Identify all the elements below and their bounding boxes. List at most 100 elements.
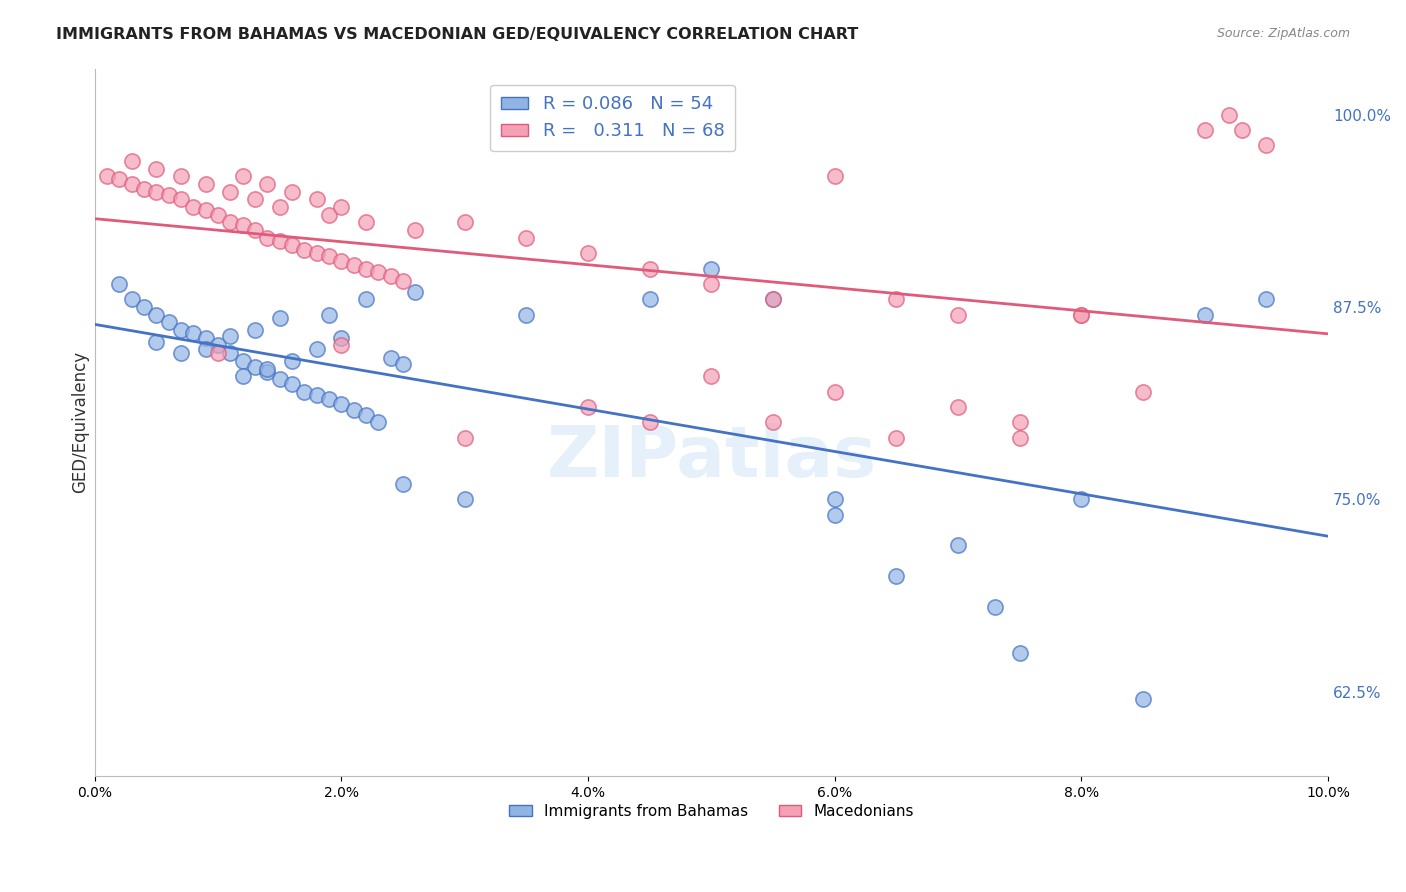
Point — [1230, 123, 1253, 137]
Point — [219, 329, 242, 343]
Point — [281, 353, 304, 368]
Point — [232, 169, 254, 184]
Point — [243, 192, 266, 206]
Point — [886, 293, 908, 307]
Point — [305, 387, 328, 401]
Point — [256, 177, 278, 191]
Point — [354, 408, 377, 422]
Point — [1194, 308, 1216, 322]
Point — [576, 400, 599, 414]
Point — [269, 200, 291, 214]
Point — [380, 351, 402, 365]
Point — [183, 200, 205, 214]
Point — [170, 169, 193, 184]
Point — [256, 231, 278, 245]
Point — [96, 169, 118, 184]
Point — [145, 308, 167, 322]
Point — [946, 400, 969, 414]
Point — [207, 338, 229, 352]
Point — [281, 238, 304, 252]
Point — [121, 293, 143, 307]
Point — [454, 431, 477, 445]
Legend: Immigrants from Bahamas, Macedonians: Immigrants from Bahamas, Macedonians — [502, 798, 921, 825]
Point — [700, 277, 723, 291]
Point — [194, 331, 217, 345]
Point — [232, 369, 254, 384]
Point — [134, 181, 156, 195]
Point — [318, 208, 340, 222]
Point — [946, 538, 969, 552]
Point — [170, 346, 193, 360]
Point — [515, 308, 537, 322]
Point — [183, 326, 205, 340]
Point — [886, 431, 908, 445]
Point — [700, 369, 723, 384]
Point — [145, 185, 167, 199]
Point — [194, 177, 217, 191]
Point — [134, 300, 156, 314]
Point — [207, 208, 229, 222]
Point — [318, 308, 340, 322]
Point — [454, 492, 477, 507]
Point — [157, 315, 180, 329]
Point — [824, 492, 846, 507]
Point — [330, 253, 353, 268]
Point — [367, 415, 389, 429]
Text: Source: ZipAtlas.com: Source: ZipAtlas.com — [1216, 27, 1350, 40]
Point — [219, 185, 242, 199]
Point — [1218, 108, 1240, 122]
Point — [269, 310, 291, 325]
Point — [404, 223, 426, 237]
Point — [157, 187, 180, 202]
Point — [638, 293, 661, 307]
Point — [243, 323, 266, 337]
Point — [367, 264, 389, 278]
Point — [318, 392, 340, 407]
Point — [294, 384, 316, 399]
Point — [170, 323, 193, 337]
Point — [638, 415, 661, 429]
Point — [1008, 646, 1031, 660]
Point — [380, 269, 402, 284]
Point — [984, 599, 1007, 614]
Point — [1070, 308, 1092, 322]
Point — [232, 219, 254, 233]
Point — [108, 172, 131, 186]
Point — [392, 476, 415, 491]
Point — [824, 508, 846, 522]
Point — [515, 231, 537, 245]
Point — [330, 338, 353, 352]
Point — [121, 177, 143, 191]
Point — [121, 153, 143, 168]
Point — [305, 246, 328, 260]
Point — [1256, 138, 1278, 153]
Point — [330, 200, 353, 214]
Point — [354, 215, 377, 229]
Point — [256, 361, 278, 376]
Point — [243, 359, 266, 374]
Point — [392, 274, 415, 288]
Point — [305, 342, 328, 356]
Point — [343, 403, 366, 417]
Point — [1256, 293, 1278, 307]
Point — [762, 415, 785, 429]
Point — [1194, 123, 1216, 137]
Point — [762, 293, 785, 307]
Point — [145, 161, 167, 176]
Point — [145, 335, 167, 350]
Point — [354, 293, 377, 307]
Point — [1008, 431, 1031, 445]
Point — [1132, 384, 1154, 399]
Point — [824, 384, 846, 399]
Point — [354, 261, 377, 276]
Point — [243, 223, 266, 237]
Point — [330, 397, 353, 411]
Y-axis label: GED/Equivalency: GED/Equivalency — [72, 351, 89, 493]
Point — [194, 202, 217, 217]
Point — [824, 169, 846, 184]
Point — [269, 372, 291, 386]
Point — [269, 234, 291, 248]
Text: ZIPatlas: ZIPatlas — [547, 423, 876, 492]
Point — [232, 353, 254, 368]
Point — [454, 215, 477, 229]
